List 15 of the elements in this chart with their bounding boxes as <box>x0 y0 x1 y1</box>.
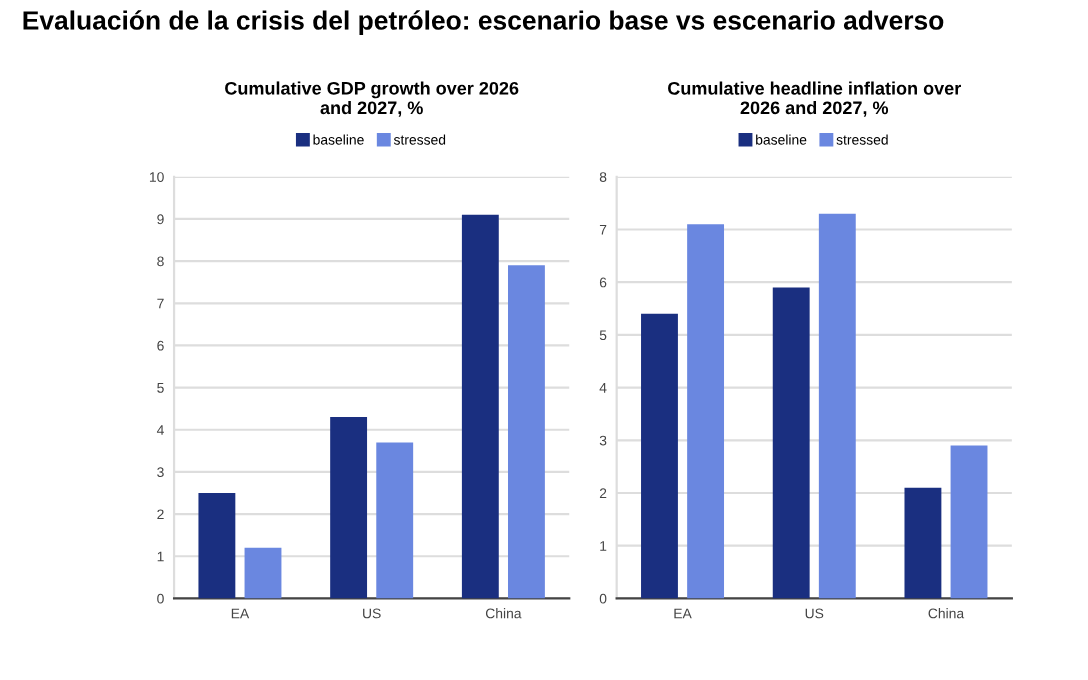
bar <box>508 265 545 599</box>
chart-subtitle: Cumulative GDP growth over 2026 and 2027, % <box>225 81 519 117</box>
bar <box>772 287 810 599</box>
bar <box>461 214 499 599</box>
bar <box>641 313 678 599</box>
bar <box>904 487 942 599</box>
bar <box>950 445 988 599</box>
bar <box>330 417 368 599</box>
bar <box>376 442 414 599</box>
bar <box>198 493 236 599</box>
chart-title: Evaluación de la crisis del petróleo: escenario base vs escenario adverso <box>23 10 944 36</box>
bar <box>818 213 856 599</box>
bar <box>244 547 282 599</box>
bar <box>687 224 725 599</box>
chart-subtitle: Cumulative headline inflation over 2026 and 2027, % <box>668 81 961 117</box>
